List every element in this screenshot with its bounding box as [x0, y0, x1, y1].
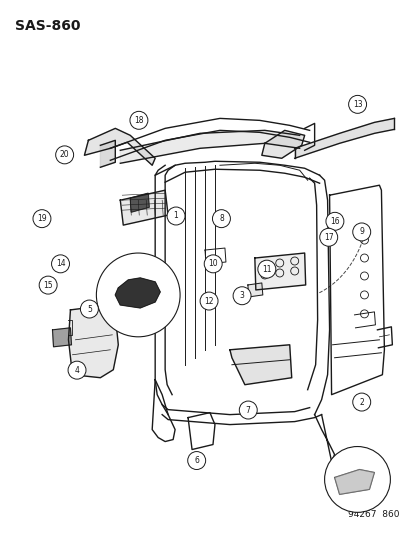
Circle shape	[348, 95, 366, 114]
Polygon shape	[120, 190, 168, 225]
Polygon shape	[229, 345, 291, 385]
Text: 18: 18	[134, 116, 143, 125]
Circle shape	[325, 212, 343, 230]
Circle shape	[212, 209, 230, 228]
Polygon shape	[247, 283, 262, 297]
Text: 10: 10	[208, 260, 218, 268]
Text: 16: 16	[329, 217, 339, 226]
Circle shape	[257, 260, 275, 278]
Polygon shape	[130, 193, 149, 212]
Text: 94267  860: 94267 860	[347, 510, 399, 519]
Circle shape	[52, 255, 69, 273]
Circle shape	[80, 300, 98, 318]
Text: 19: 19	[37, 214, 47, 223]
Circle shape	[130, 111, 147, 130]
Polygon shape	[120, 131, 299, 163]
Text: 9: 9	[358, 228, 363, 237]
Circle shape	[33, 209, 51, 228]
Polygon shape	[334, 470, 373, 495]
Polygon shape	[68, 305, 118, 378]
Circle shape	[199, 292, 218, 310]
Circle shape	[204, 255, 222, 273]
Circle shape	[96, 253, 180, 337]
Circle shape	[352, 393, 370, 411]
Polygon shape	[52, 328, 71, 347]
Circle shape	[352, 223, 370, 241]
Circle shape	[55, 146, 74, 164]
Polygon shape	[115, 278, 160, 308]
Text: 15: 15	[43, 280, 53, 289]
Text: 5: 5	[87, 304, 92, 313]
Text: 7: 7	[245, 406, 250, 415]
Polygon shape	[254, 253, 305, 290]
Text: 3: 3	[239, 291, 244, 300]
Circle shape	[239, 401, 256, 419]
Text: 12: 12	[204, 296, 213, 305]
Text: 2: 2	[358, 398, 363, 407]
Polygon shape	[84, 128, 155, 165]
Text: SAS-860: SAS-860	[14, 19, 80, 33]
Text: 17: 17	[323, 233, 333, 242]
Polygon shape	[261, 131, 304, 158]
Text: 4: 4	[74, 366, 79, 375]
Circle shape	[68, 361, 86, 379]
Text: 11: 11	[261, 265, 271, 273]
Circle shape	[319, 228, 337, 246]
Polygon shape	[100, 140, 115, 167]
Circle shape	[233, 287, 250, 305]
Circle shape	[39, 276, 57, 294]
Circle shape	[167, 207, 185, 225]
Polygon shape	[294, 118, 394, 158]
Circle shape	[324, 447, 389, 512]
Text: 8: 8	[218, 214, 223, 223]
Text: 20: 20	[60, 150, 69, 159]
Circle shape	[187, 451, 205, 470]
Text: 1: 1	[173, 212, 178, 221]
Text: 6: 6	[194, 456, 199, 465]
Text: 14: 14	[56, 260, 65, 268]
Text: 13: 13	[352, 100, 361, 109]
